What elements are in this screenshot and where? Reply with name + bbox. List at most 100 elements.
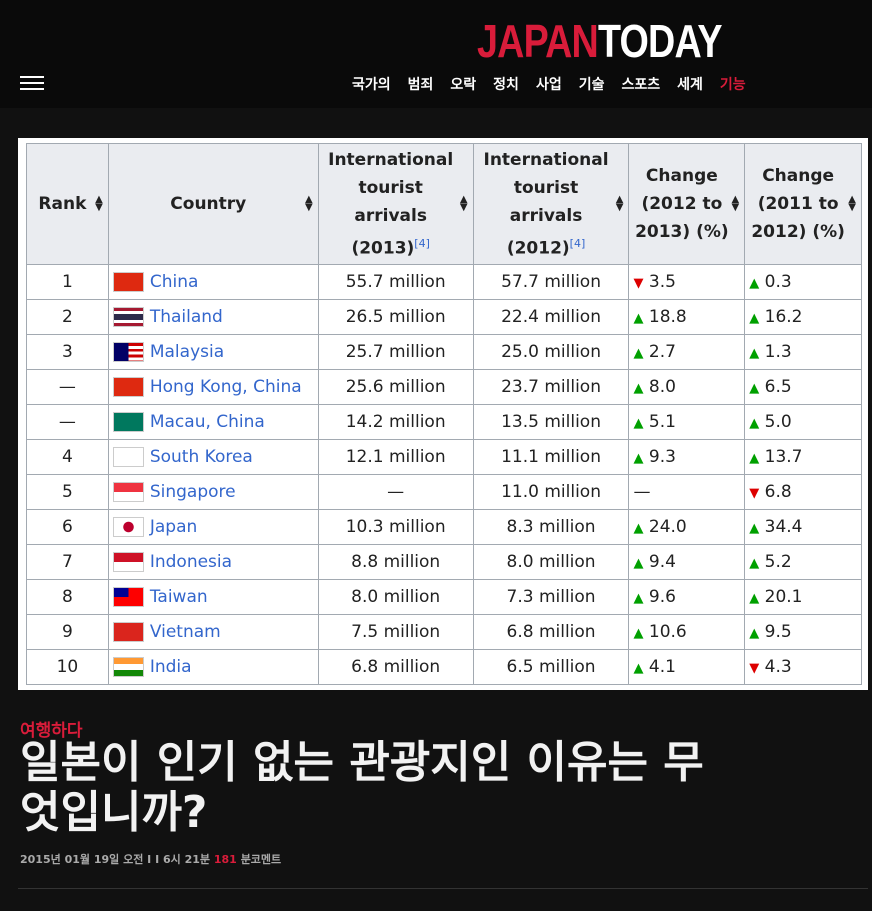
sort-icon[interactable]: ▲ ▼ bbox=[615, 194, 624, 213]
country-link[interactable]: Malaysia bbox=[149, 342, 225, 362]
country-link[interactable]: Taiwan bbox=[149, 587, 208, 607]
header-change-2013[interactable]: Change (2012 to 2013) (%) ▲ ▼ bbox=[628, 143, 746, 265]
nav-item[interactable]: 국가의 bbox=[352, 77, 391, 93]
change-2013-cell: ▲ 24.0 bbox=[628, 509, 746, 545]
arrivals-2012-cell: 6.8 million bbox=[472, 614, 630, 650]
table-row: 5 Singapore — 11.0 million — ▼ 6.8 bbox=[26, 474, 862, 510]
header-rank[interactable]: Rank ▲ ▼ bbox=[26, 143, 109, 265]
arrivals-2012-cell: 23.7 million bbox=[472, 369, 630, 405]
arrivals-2012-cell: 7.3 million bbox=[472, 579, 630, 615]
change-2012-cell: ▲ 1.3 bbox=[744, 334, 862, 370]
sort-icon[interactable]: ▲ ▼ bbox=[731, 194, 740, 213]
change-2013-cell: ▲ 10.6 bbox=[628, 614, 746, 650]
arrivals-2013-cell: 6.8 million bbox=[317, 649, 474, 685]
divider bbox=[18, 888, 868, 889]
up-arrow-icon: ▲ bbox=[633, 591, 644, 606]
country-cell: Hong Kong, China bbox=[107, 369, 319, 405]
country-link[interactable]: Thailand bbox=[149, 307, 223, 327]
comment-count[interactable]: 181 bbox=[213, 853, 237, 866]
hamburger-menu-icon[interactable] bbox=[20, 76, 44, 92]
nav-item[interactable]: 세계 bbox=[677, 77, 703, 93]
nav-item-features[interactable]: 기능 bbox=[719, 77, 746, 93]
country-link[interactable]: Indonesia bbox=[149, 552, 233, 572]
reference-link[interactable]: [4] bbox=[569, 236, 586, 250]
country-link[interactable]: Macau, China bbox=[149, 412, 265, 432]
country-link[interactable]: South Korea bbox=[149, 447, 253, 467]
table-row: 6 Japan 10.3 million 8.3 million ▲ 24.0 … bbox=[26, 509, 862, 545]
sort-icon[interactable]: ▲ ▼ bbox=[95, 194, 103, 213]
nav-item[interactable]: 범죄 bbox=[407, 77, 434, 93]
reference-link[interactable]: [4] bbox=[414, 236, 430, 250]
table-row: 3 Malaysia 25.7 million 25.0 million ▲ 2… bbox=[26, 334, 862, 370]
tourism-table: Rank ▲ ▼ Country ▲ ▼ International tourist a… bbox=[26, 143, 862, 685]
main-nav: 국가의 범죄 오락 정치 사업 기술 스포츠 세계 기능 bbox=[352, 74, 746, 94]
arrivals-2013-cell: 10.3 million bbox=[317, 509, 474, 545]
rank-cell: — bbox=[26, 369, 109, 405]
logo[interactable]: JAPANTODAY bbox=[477, 15, 723, 67]
header-change-2012[interactable]: Change (2011 to 2012) (%) ▲ ▼ bbox=[744, 143, 862, 265]
rank-cell: — bbox=[26, 404, 109, 440]
taiwan-flag-icon bbox=[112, 587, 144, 607]
country-link[interactable]: Japan bbox=[149, 517, 198, 537]
nav-item[interactable]: 사업 bbox=[535, 77, 562, 93]
up-arrow-icon: ▲ bbox=[749, 346, 760, 361]
up-arrow-icon: ▲ bbox=[633, 556, 644, 571]
arrivals-2013-cell: 8.8 million bbox=[317, 544, 474, 580]
top-bar: JAPANTODAY 국가의 범죄 오락 정치 사업 기술 스포츠 세계 기능 bbox=[0, 0, 872, 108]
rank-cell: 5 bbox=[26, 474, 109, 510]
up-arrow-icon: ▲ bbox=[749, 556, 760, 571]
change-2013-cell: ▲ 18.8 bbox=[628, 299, 746, 335]
change-2013-cell: ▲ 4.1 bbox=[628, 649, 746, 685]
change-2013-cell: ▼ 3.5 bbox=[628, 264, 746, 300]
tourism-table-image: Rank ▲ ▼ Country ▲ ▼ International tourist a… bbox=[18, 138, 868, 690]
arrivals-2013-cell: 25.7 million bbox=[317, 334, 474, 370]
country-cell: Malaysia bbox=[107, 334, 319, 370]
nav-item[interactable]: 오락 bbox=[450, 77, 477, 93]
india-flag-icon bbox=[112, 657, 144, 677]
change-2013-cell: ▲ 9.6 bbox=[628, 579, 746, 615]
country-link[interactable]: Vietnam bbox=[149, 622, 221, 642]
rank-cell: 8 bbox=[26, 579, 109, 615]
up-arrow-icon: ▲ bbox=[633, 451, 644, 466]
header-country[interactable]: Country ▲ ▼ bbox=[107, 143, 319, 265]
nav-item[interactable]: 정치 bbox=[493, 77, 519, 93]
nav-item[interactable]: 기술 bbox=[578, 77, 605, 93]
change-2013-cell: ▲ 2.7 bbox=[628, 334, 746, 370]
change-2012-cell: ▲ 34.4 bbox=[744, 509, 862, 545]
article-category[interactable]: 여행하다 bbox=[20, 721, 83, 741]
country-link[interactable]: China bbox=[149, 272, 199, 292]
change-2013-cell: ▲ 9.4 bbox=[628, 544, 746, 580]
rank-cell: 7 bbox=[26, 544, 109, 580]
japan-flag-icon bbox=[112, 517, 144, 537]
up-arrow-icon: ▲ bbox=[633, 626, 644, 641]
country-cell: China bbox=[107, 264, 319, 300]
arrivals-2013-cell: 14.2 million bbox=[317, 404, 474, 440]
nav-item[interactable]: 스포츠 bbox=[621, 77, 661, 93]
arrivals-2013-cell: 12.1 million bbox=[317, 439, 474, 475]
change-2012-cell: ▼ 6.8 bbox=[744, 474, 862, 510]
rank-cell: 1 bbox=[26, 264, 109, 300]
up-arrow-icon: ▲ bbox=[749, 381, 760, 396]
sort-icon[interactable]: ▲ ▼ bbox=[459, 194, 468, 213]
sort-icon[interactable]: ▲ ▼ bbox=[848, 194, 856, 213]
up-arrow-icon: ▲ bbox=[749, 311, 760, 326]
up-arrow-icon: ▲ bbox=[749, 416, 760, 431]
header-arrivals-2012[interactable]: International tourist arrivals (2012)[4]… bbox=[472, 143, 630, 265]
malaysia-flag-icon bbox=[112, 342, 144, 362]
table-row: 1 China 55.7 million 57.7 million ▼ 3.5 … bbox=[26, 264, 862, 300]
hongkong-flag-icon bbox=[112, 377, 144, 397]
country-link[interactable]: Singapore bbox=[149, 482, 236, 502]
arrivals-2012-cell: 11.0 million bbox=[472, 474, 630, 510]
change-2012-cell: ▲ 5.0 bbox=[744, 404, 862, 440]
sort-icon[interactable]: ▲ ▼ bbox=[305, 194, 313, 213]
arrivals-2013-cell: 55.7 million bbox=[317, 264, 474, 300]
country-link[interactable]: Hong Kong, China bbox=[149, 377, 302, 397]
macau-flag-icon bbox=[112, 412, 144, 432]
rank-cell: 4 bbox=[26, 439, 109, 475]
change-2013-cell: ▲ 8.0 bbox=[628, 369, 746, 405]
country-link[interactable]: India bbox=[149, 657, 192, 677]
up-arrow-icon: ▲ bbox=[633, 311, 644, 326]
change-2012-cell: ▼ 4.3 bbox=[744, 649, 862, 685]
header-arrivals-2013[interactable]: International tourist arrivals (2013)[4]… bbox=[317, 143, 474, 265]
country-cell: Taiwan bbox=[107, 579, 319, 615]
